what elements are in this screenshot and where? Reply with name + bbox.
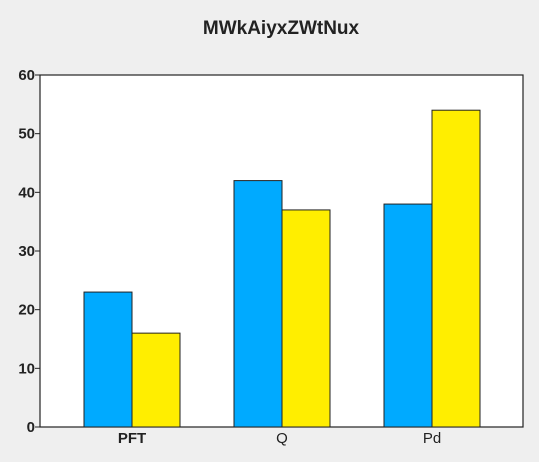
y-tick-label: 40 (18, 184, 35, 201)
bar-pd-series-2 (431, 109, 481, 428)
bar-q-series-1 (233, 180, 283, 428)
bar-q-series-2 (281, 209, 331, 428)
bar-pft-series-1 (83, 291, 133, 428)
bar-pd-series-1 (383, 203, 433, 428)
y-tick-label: 60 (18, 67, 35, 84)
y-tick-label: 0 (27, 419, 35, 436)
y-tick-label: 20 (18, 302, 35, 319)
chart-title: MWkAiyxZWtNux (203, 18, 360, 39)
x-axis: PFT Q Pd (118, 430, 441, 447)
bar-pft-series-2 (131, 332, 181, 428)
y-axis: 0 10 20 30 40 50 60 (18, 67, 40, 436)
x-tick-label: Q (276, 430, 288, 447)
y-tick-label: 30 (18, 243, 35, 260)
x-tick-label: PFT (118, 430, 146, 447)
bars-group (83, 109, 481, 428)
y-tick-label: 10 (18, 360, 35, 377)
x-tick-label: Pd (423, 430, 441, 447)
y-tick-label: 50 (18, 126, 35, 143)
